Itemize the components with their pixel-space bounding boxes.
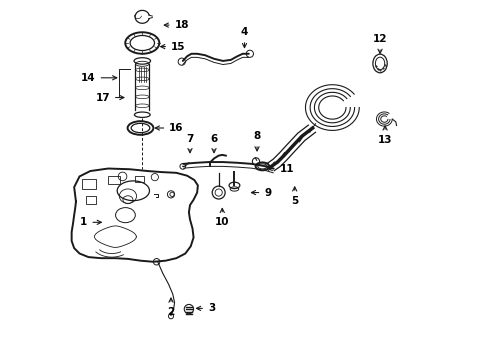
- Bar: [82, 179, 96, 189]
- Text: 9: 9: [251, 188, 271, 198]
- Text: 17: 17: [95, 93, 123, 103]
- Text: 12: 12: [372, 35, 386, 53]
- Bar: [86, 196, 96, 204]
- Text: 3: 3: [196, 303, 215, 314]
- Text: 16: 16: [155, 123, 183, 133]
- Text: 2: 2: [167, 298, 174, 317]
- Text: 15: 15: [161, 42, 185, 51]
- Text: 10: 10: [215, 208, 229, 227]
- Text: 11: 11: [268, 163, 294, 174]
- Text: 14: 14: [81, 73, 117, 83]
- Text: 1: 1: [80, 217, 101, 227]
- Text: 8: 8: [253, 131, 260, 151]
- Text: 18: 18: [164, 20, 189, 30]
- Text: 5: 5: [290, 187, 298, 206]
- Text: 7: 7: [186, 134, 193, 153]
- Bar: [135, 176, 144, 182]
- Text: 13: 13: [377, 126, 391, 145]
- Text: 6: 6: [210, 134, 217, 153]
- Text: 4: 4: [240, 27, 248, 48]
- Bar: [108, 176, 120, 184]
